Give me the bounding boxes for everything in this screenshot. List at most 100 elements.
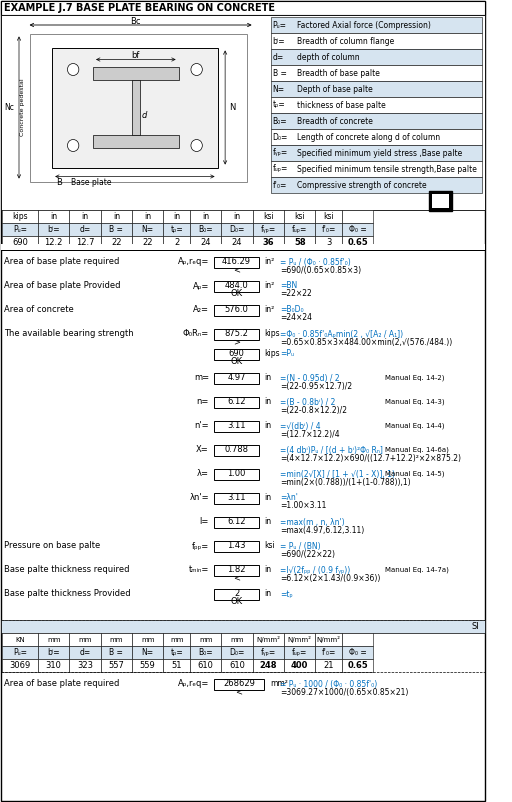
Bar bbox=[132, 236, 163, 249]
Bar bbox=[315, 646, 342, 659]
Text: in: in bbox=[264, 374, 271, 383]
Text: d=: d= bbox=[79, 225, 91, 234]
Text: bf: bf bbox=[132, 51, 140, 60]
Bar bbox=[190, 633, 221, 646]
Text: 400: 400 bbox=[291, 661, 308, 670]
Text: Pᵤ=: Pᵤ= bbox=[272, 21, 287, 30]
Bar bbox=[214, 305, 259, 315]
Bar bbox=[163, 633, 190, 646]
Text: Base palte thickness Provided: Base palte thickness Provided bbox=[4, 589, 131, 598]
Text: <: < bbox=[233, 573, 240, 582]
Bar bbox=[69, 633, 101, 646]
Bar bbox=[132, 223, 163, 236]
Text: Manual Eq. 14-4): Manual Eq. 14-4) bbox=[385, 423, 444, 429]
Bar bbox=[315, 236, 342, 249]
Text: Depth of base palte: Depth of base palte bbox=[297, 84, 373, 94]
Bar bbox=[101, 210, 132, 223]
Bar bbox=[214, 492, 259, 504]
Bar bbox=[38, 236, 69, 249]
Text: Area of base plate required: Area of base plate required bbox=[4, 679, 119, 688]
Text: B₀=: B₀= bbox=[198, 648, 213, 657]
Text: mm: mm bbox=[170, 637, 183, 642]
Text: =(22-0.95×12.7)/2: =(22-0.95×12.7)/2 bbox=[280, 382, 352, 391]
Bar bbox=[1, 15, 485, 210]
Bar bbox=[342, 633, 373, 646]
Text: fᵤₚ=: fᵤₚ= bbox=[292, 648, 307, 657]
Text: Nc: Nc bbox=[5, 103, 14, 112]
Text: 0.65: 0.65 bbox=[347, 661, 368, 670]
Text: Area of base plate Provided: Area of base plate Provided bbox=[4, 282, 120, 290]
Text: B₀=: B₀= bbox=[198, 225, 213, 234]
Bar bbox=[342, 646, 373, 659]
Text: =(22-0.8×12.2)/2: =(22-0.8×12.2)/2 bbox=[280, 406, 347, 415]
Text: >: > bbox=[233, 338, 240, 346]
Text: =690/(0.65×0.85×3): =690/(0.65×0.85×3) bbox=[280, 265, 361, 274]
Bar bbox=[69, 223, 101, 236]
Text: Compressive strength of concrete: Compressive strength of concrete bbox=[297, 180, 427, 189]
Text: mm: mm bbox=[110, 637, 123, 642]
Text: f'₀=: f'₀= bbox=[322, 648, 336, 657]
Text: 1.00: 1.00 bbox=[227, 469, 246, 479]
Text: D₀=: D₀= bbox=[272, 132, 288, 141]
Text: Manual Eq. 14-7a): Manual Eq. 14-7a) bbox=[385, 567, 449, 573]
Text: = Pᵤ / (Φ₀ · 0.85f'₀): = Pᵤ / (Φ₀ · 0.85f'₀) bbox=[280, 257, 351, 266]
Text: 610: 610 bbox=[229, 661, 245, 670]
Bar bbox=[342, 659, 373, 672]
Text: B₀=: B₀= bbox=[272, 116, 287, 125]
Text: KN: KN bbox=[15, 637, 25, 642]
Bar bbox=[163, 646, 190, 659]
Text: in: in bbox=[173, 212, 180, 221]
Text: Pᵤ=: Pᵤ= bbox=[13, 225, 27, 234]
Bar bbox=[284, 223, 315, 236]
Text: 310: 310 bbox=[46, 661, 61, 670]
Bar bbox=[214, 589, 259, 600]
Text: B: B bbox=[56, 178, 62, 187]
Text: ksi: ksi bbox=[264, 541, 275, 550]
Bar bbox=[271, 113, 482, 129]
Bar bbox=[315, 659, 342, 672]
Text: in: in bbox=[233, 212, 241, 221]
Text: 6.12: 6.12 bbox=[227, 398, 246, 407]
Text: B =: B = bbox=[272, 68, 287, 78]
Bar bbox=[221, 646, 253, 659]
Text: =1.00×3.11: =1.00×3.11 bbox=[280, 501, 327, 511]
Bar bbox=[132, 79, 140, 135]
Text: 24: 24 bbox=[200, 238, 211, 247]
Text: in: in bbox=[264, 589, 271, 598]
Bar bbox=[284, 659, 315, 672]
Text: ksi: ksi bbox=[263, 212, 274, 221]
Text: OK: OK bbox=[230, 358, 243, 367]
Text: 3: 3 bbox=[326, 238, 331, 247]
Bar bbox=[253, 633, 284, 646]
Text: D₀=: D₀= bbox=[229, 225, 245, 234]
Text: Φ₀ =: Φ₀ = bbox=[349, 225, 367, 234]
Text: N: N bbox=[229, 103, 236, 112]
Text: in²: in² bbox=[264, 282, 274, 290]
Text: Manual Eq. 14-2): Manual Eq. 14-2) bbox=[385, 375, 444, 381]
Bar bbox=[430, 191, 452, 211]
Text: N=: N= bbox=[142, 225, 154, 234]
Bar bbox=[214, 396, 259, 407]
Bar bbox=[52, 47, 218, 168]
Bar bbox=[253, 210, 284, 223]
Text: Manual Eq. 14-5): Manual Eq. 14-5) bbox=[385, 471, 444, 477]
Bar bbox=[214, 281, 259, 291]
Text: Specified minimum tensile strength,Base palte: Specified minimum tensile strength,Base … bbox=[297, 164, 477, 173]
Text: Base palte thickness required: Base palte thickness required bbox=[4, 565, 130, 574]
Text: N=: N= bbox=[272, 84, 285, 94]
Bar bbox=[342, 210, 373, 223]
Text: in²: in² bbox=[264, 306, 274, 314]
Text: d=: d= bbox=[79, 648, 91, 657]
Bar bbox=[284, 236, 315, 249]
Bar bbox=[1, 620, 485, 633]
Text: <: < bbox=[236, 687, 242, 696]
Text: =min(2×(0.788))/(1+(1-0.788)),1): =min(2×(0.788))/(1+(1-0.788)),1) bbox=[280, 477, 411, 487]
Text: =max(m , n, λn'): =max(m , n, λn') bbox=[280, 517, 345, 526]
Bar bbox=[342, 223, 373, 236]
Text: 3.11: 3.11 bbox=[227, 493, 246, 503]
Text: =(4×12.7×12.2)×690/((12.7+12.2)²×2×875.2): =(4×12.7×12.2)×690/((12.7+12.2)²×2×875.2… bbox=[280, 453, 461, 463]
Text: fᵤₚ=: fᵤₚ= bbox=[292, 225, 307, 234]
Text: 22: 22 bbox=[142, 238, 153, 247]
Bar bbox=[253, 236, 284, 249]
Text: kips: kips bbox=[264, 330, 280, 338]
